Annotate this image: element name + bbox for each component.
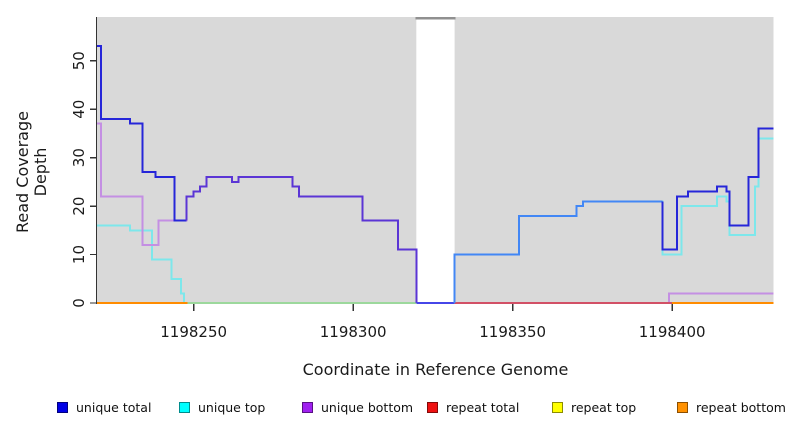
x-axis-title: Coordinate in Reference Genome — [302, 360, 569, 379]
y-axis-title: Read Coverage Depth — [13, 111, 50, 233]
missing-data-gap — [416, 17, 455, 304]
x-tick-label: 1198300 — [320, 323, 387, 341]
y-tick-label: 0 — [70, 298, 88, 308]
series-unique-total — [453, 200, 663, 303]
series-unique-total — [661, 127, 774, 251]
y-tick-label: 30 — [70, 148, 88, 167]
series-unique-total — [97, 45, 187, 222]
y-tick-label: 50 — [70, 51, 88, 70]
series-unique-total — [185, 176, 418, 303]
x-tick-label: 1198400 — [639, 323, 706, 341]
y-tick-label: 10 — [70, 245, 88, 264]
y-tick-label: 40 — [70, 100, 88, 119]
x-tick-label: 1198350 — [479, 323, 546, 341]
x-tick-label: 1198250 — [160, 323, 227, 341]
y-tick-label: 20 — [70, 197, 88, 216]
